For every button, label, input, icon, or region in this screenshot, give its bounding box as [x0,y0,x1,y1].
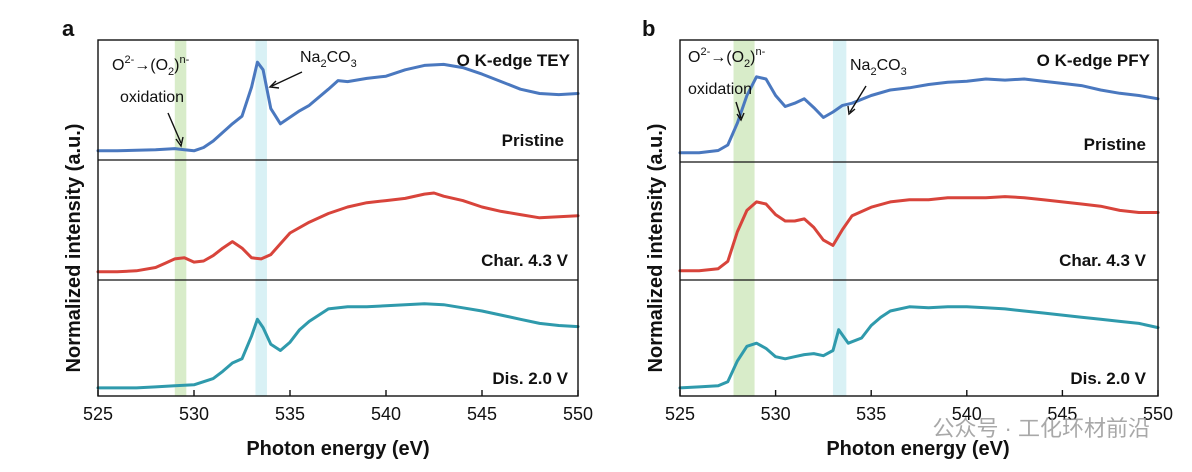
panel-a-oxidation-arrow [167,112,182,144]
panel-a-tick-label-545: 545 [467,404,497,424]
panel-a-oxidation-line2: oxidation [120,89,184,106]
panel-a-highlight-band-0 [174,40,187,396]
panel-b-label-pristine: Pristine [1084,135,1146,154]
panel-a-highlight-band-1 [255,40,267,396]
panel-b-label-discharged: Dis. 2.0 V [1070,369,1146,388]
panel-b-series-discharged [678,305,1160,390]
panel-b-na2co3-annotation: Na2CO3 [850,57,907,78]
panel-a-frame [97,39,579,397]
panel-b-letter: b [642,16,655,41]
panel-a-tick-label-550: 550 [563,404,593,424]
panel-a-series-pristine [96,60,580,153]
panel-b-series-charged [678,195,1160,273]
panel-b-y-axis-label: Normalized intensity (a.u.) [645,124,667,373]
panel-a-letter: a [62,16,75,41]
panel-a-y-axis-label: Normalized intensity (a.u.) [63,124,85,373]
panel-a-na2co3-arrow [271,71,303,87]
panel-a-tick-label-525: 525 [83,404,113,424]
panel-b-tick-label-540: 540 [952,404,982,424]
panel-b-tick-label-535: 535 [856,404,886,424]
panel-b-tick-label-525: 525 [665,404,695,424]
panel-a: a Normalized intensity (a.u.) 525 530 535 5… [62,16,593,460]
panel-a-x-axis-label: Photon energy (eV) [246,438,429,460]
panel-b-label-charged: Char. 4.3 V [1059,251,1147,270]
panel-b: b Normalized intensity (a.u.) 525 530 535 5… [642,16,1173,460]
panel-b-oxidation-line2: oxidation [688,81,752,98]
watermark: 公众号 · 工化环材前沿 [932,416,1150,441]
panel-b-tick-label-545: 545 [1047,404,1077,424]
panel-a-oxidation-annotation: O2-→(O2)n- [112,54,190,78]
panel-a-series-charged [96,191,580,274]
panel-a-tick-label-540: 540 [371,404,401,424]
panel-b-tick-label-550: 550 [1143,404,1173,424]
panel-a-series-discharged [96,302,580,390]
panel-b-na2co3-arrow [849,85,867,113]
panel-a-title: O K-edge TEY [457,51,571,70]
panel-b-highlight-band-1 [832,40,847,396]
panel-a-label-charged: Char. 4.3 V [481,251,569,270]
panel-a-tick-label-535: 535 [275,404,305,424]
panel-a-na2co3-annotation: Na2CO3 [300,49,357,70]
panel-a-label-pristine: Pristine [502,131,564,150]
panel-b-title: O K-edge PFY [1037,51,1151,70]
panel-a-tick-label-530: 530 [179,404,209,424]
panel-b-frame [679,39,1159,397]
panel-b-oxidation-annotation: O2-→(O2)n- [688,46,766,70]
panel-b-oxidation-arrow [735,101,742,119]
panel-b-series-pristine [678,75,1160,155]
panel-b-tick-label-530: 530 [761,404,791,424]
panel-a-label-discharged: Dis. 2.0 V [492,369,568,388]
panel-b-x-axis-label: Photon energy (eV) [826,438,1009,460]
